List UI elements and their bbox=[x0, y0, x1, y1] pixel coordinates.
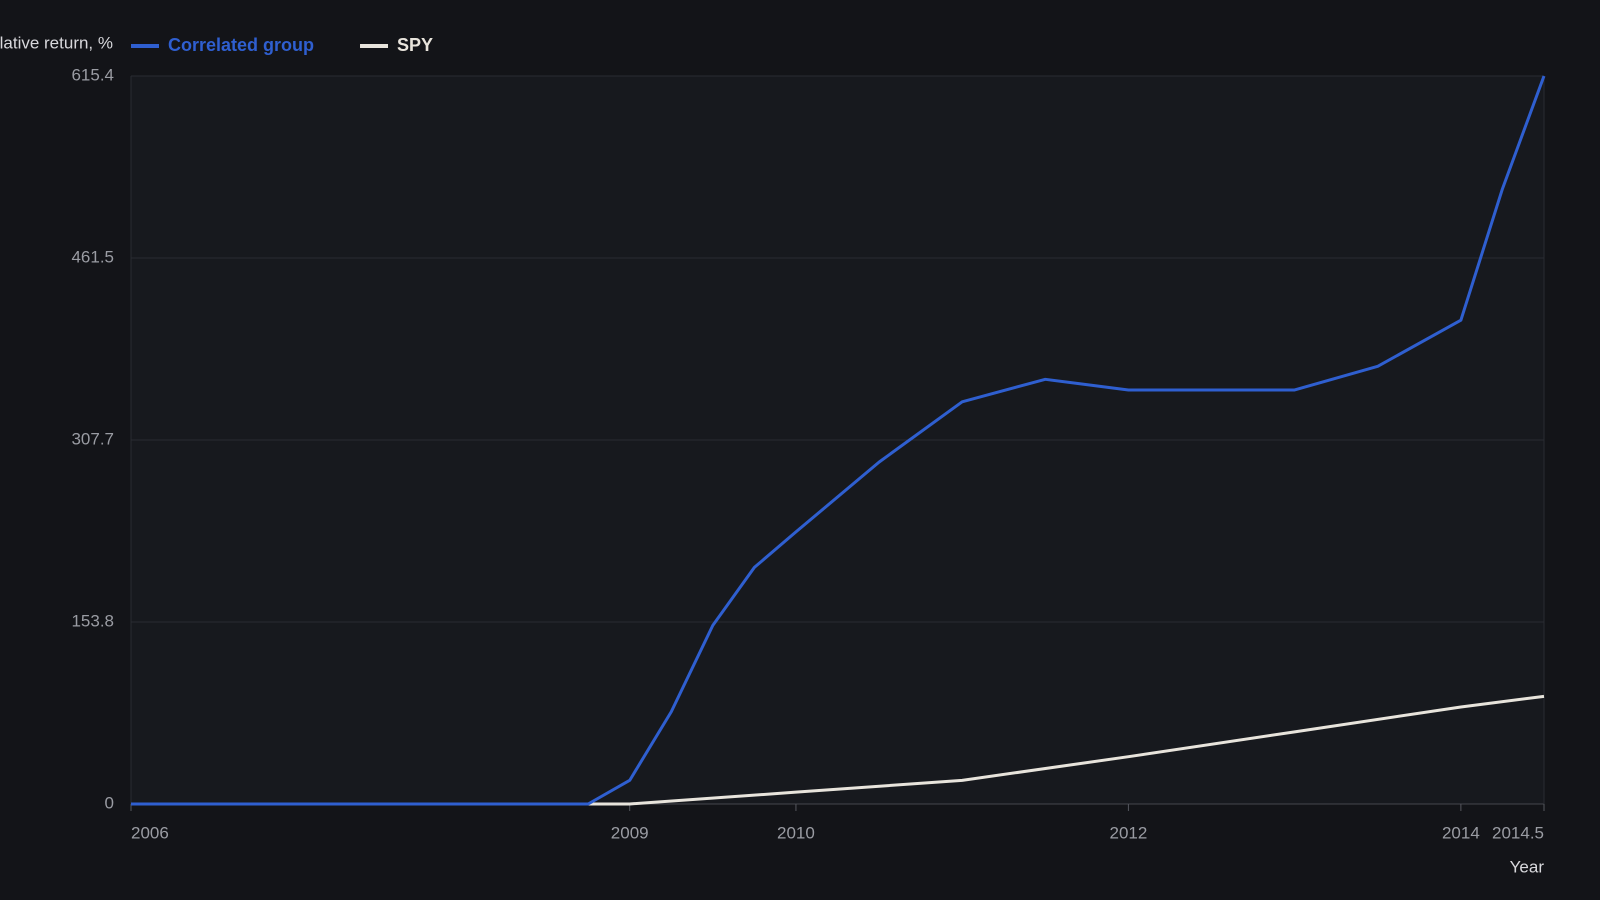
x-tick-label: 2014.5 bbox=[1492, 823, 1544, 842]
x-tick-label: 2014 bbox=[1442, 823, 1480, 842]
y-tick-label: 615.4 bbox=[71, 65, 114, 84]
x-tick-label: 2009 bbox=[611, 823, 649, 842]
x-axis-label: Year bbox=[1510, 857, 1545, 876]
y-tick-label: 461.5 bbox=[71, 248, 114, 267]
legend-text: SPY bbox=[397, 35, 433, 55]
series-line bbox=[131, 75, 1546, 806]
x-tick-label: 2010 bbox=[777, 823, 815, 842]
x-tick-label: 2006 bbox=[131, 823, 169, 842]
x-tick-label: 2012 bbox=[1109, 823, 1147, 842]
series-line bbox=[131, 694, 1545, 806]
y-tick-label: 153.8 bbox=[71, 612, 114, 631]
y-tick-label: 0 bbox=[105, 793, 114, 812]
legend-text: Correlated group bbox=[168, 35, 314, 55]
y-tick-label: 307.7 bbox=[71, 429, 114, 448]
y-axis-label: Cumulative return, % bbox=[0, 33, 113, 52]
